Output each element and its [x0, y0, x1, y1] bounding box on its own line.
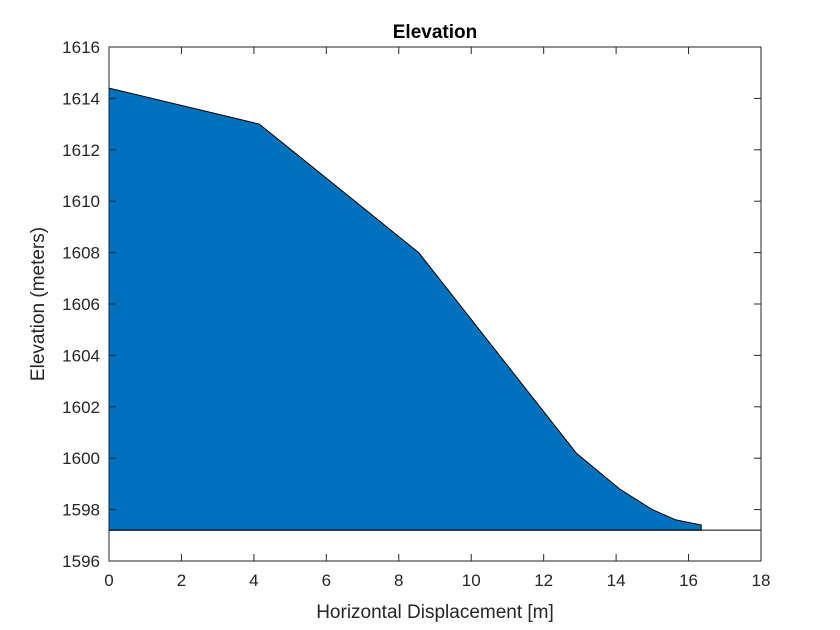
x-tick-label: 4 — [249, 571, 258, 590]
y-tick-label: 1612 — [62, 141, 100, 160]
x-axis-title: Horizontal Displacement [m] — [316, 602, 554, 623]
chart-title: Elevation — [393, 22, 477, 43]
y-tick-label: 1600 — [62, 449, 100, 468]
y-axis-title: Elevation (meters) — [28, 227, 49, 381]
x-tick-label: 0 — [104, 571, 113, 590]
y-tick-label: 1596 — [62, 552, 100, 571]
y-tick-label: 1616 — [62, 38, 100, 57]
ticks-layer: 0 2 4 6 8 10 12 14 16 18 1596 1598 1600 1602 1604 1606 1… — [62, 38, 770, 590]
x-tick-label: 6 — [322, 571, 331, 590]
x-tick-label: 8 — [394, 571, 403, 590]
y-tick-label: 1608 — [62, 244, 100, 263]
y-tick-label: 1614 — [62, 89, 100, 108]
x-tick-label: 10 — [462, 571, 481, 590]
x-tick-label: 16 — [679, 571, 698, 590]
area-layer — [108, 87, 702, 531]
x-tick-label: 2 — [177, 571, 186, 590]
y-tick-label: 1602 — [62, 398, 100, 417]
y-tick-label: 1610 — [62, 192, 100, 211]
x-tick-label: 18 — [752, 571, 771, 590]
x-tick-label: 12 — [534, 571, 553, 590]
y-tick-label: 1606 — [62, 295, 100, 314]
y-tick-label: 1598 — [62, 501, 100, 520]
elevation-area — [108, 87, 702, 531]
x-tick-label: 14 — [607, 571, 626, 590]
y-tick-label: 1604 — [62, 346, 100, 365]
